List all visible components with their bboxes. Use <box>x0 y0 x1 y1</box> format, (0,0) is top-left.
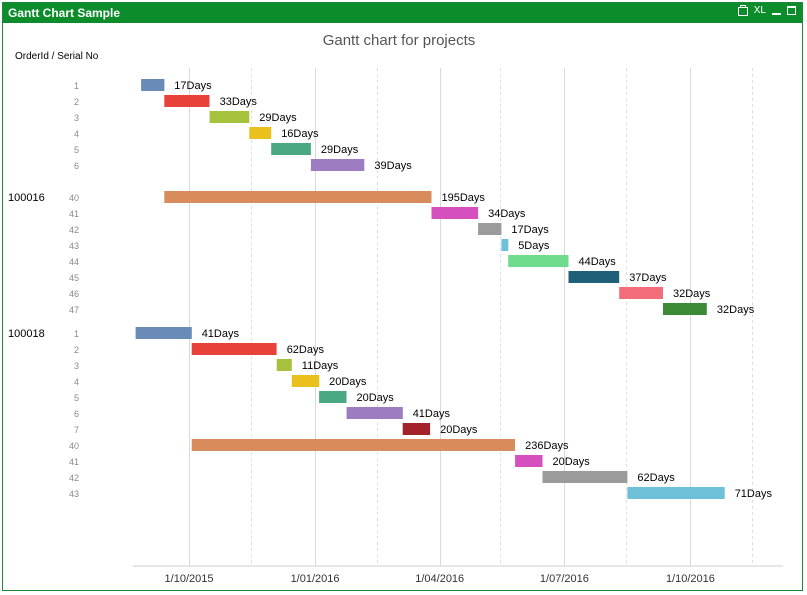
duration-label: 33Days <box>220 96 258 108</box>
serial-label: 45 <box>69 273 79 283</box>
x-tick-label: 1/07/2016 <box>540 573 589 585</box>
gantt-bar[interactable] <box>478 223 502 235</box>
serial-label: 41 <box>69 457 79 467</box>
serial-label: 40 <box>69 441 79 451</box>
duration-label: 17Days <box>174 80 212 92</box>
gantt-bar[interactable] <box>627 487 725 499</box>
order-id-label: 100018 <box>8 328 45 340</box>
gantt-bar[interactable] <box>249 127 272 139</box>
serial-label: 40 <box>69 193 79 203</box>
serial-label: 47 <box>69 305 79 315</box>
gantt-bar[interactable] <box>346 407 403 419</box>
x-tick-label: 1/10/2015 <box>165 573 214 585</box>
gantt-bar[interactable] <box>402 423 431 435</box>
duration-label: 20Days <box>329 376 367 388</box>
duration-label: 17Days <box>511 224 549 236</box>
serial-label: 6 <box>74 161 79 171</box>
maximize-icon[interactable] <box>787 6 796 15</box>
serial-label: 6 <box>74 409 79 419</box>
window-title: Gantt Chart Sample <box>8 6 121 20</box>
gantt-bar[interactable] <box>209 111 250 123</box>
export-excel-button[interactable]: XL <box>753 5 766 16</box>
dimension-label: OrderId / Serial No <box>15 51 99 62</box>
gantt-bar[interactable] <box>619 287 663 299</box>
duration-label: 11Days <box>302 360 339 372</box>
serial-label: 4 <box>74 129 79 139</box>
serial-label: 5 <box>74 145 79 155</box>
gantt-bar[interactable] <box>431 207 479 219</box>
x-tick-label: 1/01/2016 <box>291 573 340 585</box>
gantt-bar[interactable] <box>164 95 210 107</box>
serial-label: 3 <box>74 361 79 371</box>
serial-label: 3 <box>74 113 79 123</box>
serial-label: 44 <box>69 257 79 267</box>
gantt-chart: Gantt chart for projects OrderId / Seria… <box>8 32 783 585</box>
serial-label: 7 <box>74 425 79 435</box>
serial-label: 5 <box>74 393 79 403</box>
duration-label: 39Days <box>374 160 412 172</box>
titlebar-icons: XL <box>737 5 796 16</box>
duration-label: 34Days <box>488 208 526 220</box>
serial-label: 41 <box>69 209 79 219</box>
gantt-bar[interactable] <box>271 143 311 155</box>
serial-label: 1 <box>74 81 79 91</box>
duration-label: 195Days <box>442 192 486 204</box>
duration-label: 44Days <box>579 256 617 268</box>
serial-label: 2 <box>74 345 79 355</box>
order-id-label: 100016 <box>8 192 45 204</box>
gantt-bar[interactable] <box>164 191 432 203</box>
gantt-bar[interactable] <box>191 343 277 355</box>
gantt-bar[interactable] <box>310 159 365 171</box>
x-tick-label: 1/04/2016 <box>415 573 464 585</box>
gantt-bar[interactable] <box>319 391 347 403</box>
duration-label: 16Days <box>281 128 319 140</box>
gantt-bar[interactable] <box>501 239 509 251</box>
duration-label: 41Days <box>202 328 240 340</box>
window-titlebar[interactable]: Gantt Chart Sample XL <box>3 3 802 23</box>
duration-label: 20Days <box>553 456 591 468</box>
duration-label: 71Days <box>735 488 773 500</box>
duration-label: 5Days <box>518 240 550 252</box>
duration-label: 236Days <box>525 440 569 452</box>
serial-label: 42 <box>69 473 79 483</box>
x-axis: 1/10/2015 1/01/2016 1/04/2016 1/07/2016 1/10… <box>165 573 715 585</box>
gantt-bar[interactable] <box>191 439 515 451</box>
duration-label: 37Days <box>629 272 667 284</box>
serial-label: 43 <box>69 241 79 251</box>
duration-label: 29Days <box>321 144 359 156</box>
x-tick-label: 1/10/2016 <box>666 573 715 585</box>
duration-label: 20Days <box>440 424 478 436</box>
minimize-icon[interactable] <box>772 6 781 15</box>
duration-label: 20Days <box>357 392 395 404</box>
duration-label: 29Days <box>259 112 297 124</box>
duration-label: 62Days <box>637 472 675 484</box>
gantt-bar[interactable] <box>141 79 165 91</box>
serial-label: 46 <box>69 289 79 299</box>
gantt-bar[interactable] <box>135 327 192 339</box>
gantt-bar[interactable] <box>568 271 620 283</box>
gantt-bar[interactable] <box>515 455 543 467</box>
gantt-bar[interactable] <box>508 255 569 267</box>
gantt-bar[interactable] <box>291 375 320 387</box>
duration-label: 32Days <box>717 304 755 316</box>
serial-label: 43 <box>69 489 79 499</box>
serial-label: 2 <box>74 97 79 107</box>
serial-label: 4 <box>74 377 79 387</box>
duration-label: 32Days <box>673 288 711 300</box>
gantt-bar[interactable] <box>663 303 707 315</box>
gantt-rows: 1 17Days 2 33Days 3 29Days 4 16Days 5 29Days 6 39Da… <box>8 79 772 500</box>
chart-title: Gantt chart for projects <box>323 32 476 49</box>
serial-label: 42 <box>69 225 79 235</box>
serial-label: 1 <box>74 329 79 339</box>
gantt-bar[interactable] <box>542 471 628 483</box>
print-icon[interactable] <box>737 5 748 16</box>
duration-label: 41Days <box>413 408 451 420</box>
duration-label: 62Days <box>287 344 325 356</box>
gantt-bar[interactable] <box>276 359 292 371</box>
